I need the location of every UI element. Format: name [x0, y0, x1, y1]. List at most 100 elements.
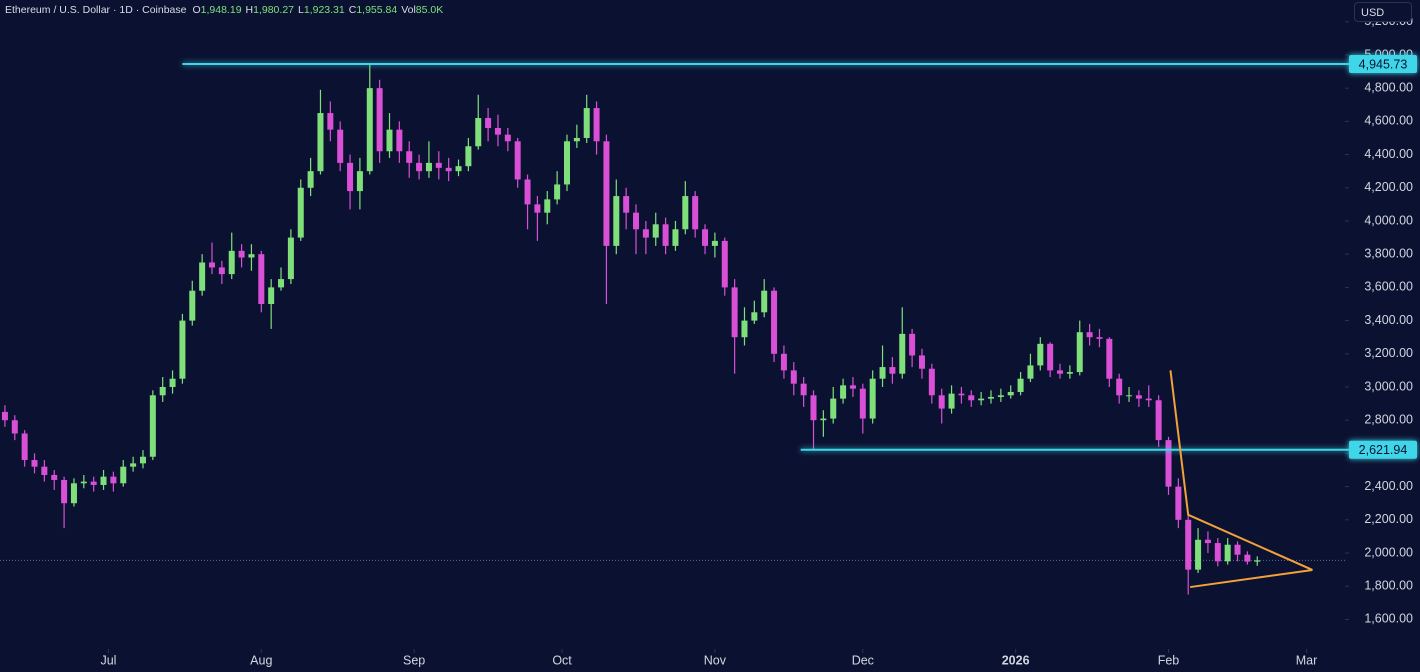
candle-body — [1, 411, 8, 421]
candle-body — [100, 476, 107, 485]
candle-body — [682, 196, 689, 230]
candle-body — [485, 118, 492, 129]
candle-body — [1037, 343, 1044, 366]
candle-body — [938, 395, 945, 409]
candle-body — [563, 141, 570, 185]
currency-button[interactable]: USD — [1354, 2, 1412, 22]
candle-body — [573, 137, 580, 142]
candle-body — [593, 108, 600, 142]
candle-body — [475, 118, 482, 147]
candle-body — [337, 129, 344, 163]
y-tick-label: 4,800.00 — [1364, 80, 1413, 94]
y-tick-label: 2,400.00 — [1364, 479, 1413, 493]
y-tick-label: 3,400.00 — [1364, 313, 1413, 327]
candle-body — [869, 378, 876, 419]
x-tick-label: Dec — [852, 653, 874, 667]
ohlc-label: O — [192, 4, 201, 16]
candle-body — [1126, 395, 1133, 397]
candle-body — [948, 393, 955, 409]
candle-body — [70, 483, 77, 504]
candle-body — [406, 151, 413, 163]
candle-body — [238, 250, 245, 258]
y-tick-label: 1,800.00 — [1364, 579, 1413, 593]
candle-body — [909, 333, 916, 356]
y-tick-label: 3,600.00 — [1364, 280, 1413, 294]
symbol-title: Ethereum / U.S. Dollar · 1D · Coinbase — [5, 4, 187, 16]
ohlc-label: C — [348, 4, 357, 16]
x-tick-label: Nov — [704, 653, 727, 667]
candle-body — [1007, 391, 1014, 396]
candle-body — [978, 398, 985, 401]
candle-body — [1175, 486, 1182, 520]
candle-body — [859, 388, 866, 419]
candle-body — [899, 333, 906, 374]
candle-body — [51, 474, 58, 480]
candle-body — [997, 395, 1004, 397]
candle-body — [524, 179, 531, 205]
candle-body — [800, 383, 807, 396]
y-tick-label: 2,800.00 — [1364, 413, 1413, 427]
candle-body — [416, 162, 423, 172]
candle-body — [307, 171, 314, 188]
candle-body — [130, 463, 137, 467]
candle-body — [1066, 372, 1073, 374]
candle-body — [317, 113, 324, 172]
candle-body — [642, 229, 649, 238]
candle-body — [110, 476, 117, 484]
y-tick-label: 4,400.00 — [1364, 147, 1413, 161]
candle-body — [1204, 539, 1211, 544]
candle-body — [918, 355, 925, 369]
candle-body — [662, 224, 669, 246]
x-tick-label: Aug — [250, 653, 272, 667]
x-tick-label: 2026 — [1002, 653, 1030, 667]
candle-body — [179, 320, 186, 379]
symbol-header: Ethereum / U.S. Dollar · 1D · Coinbase O1… — [5, 4, 447, 16]
candle-body — [209, 262, 216, 268]
candle-body — [988, 396, 995, 399]
candle-body — [633, 212, 640, 230]
y-tick-label: 3,000.00 — [1364, 379, 1413, 393]
candle-body — [218, 267, 225, 275]
candle-body — [721, 240, 728, 288]
candle-body — [928, 368, 935, 396]
candle-body — [1185, 519, 1192, 570]
y-tick-label: 2,200.00 — [1364, 512, 1413, 526]
candle-body — [80, 481, 87, 484]
candle-body — [514, 141, 521, 180]
candle-body — [139, 456, 146, 464]
ohlc-value: 1,923.31 — [303, 4, 345, 16]
candle-body — [820, 418, 827, 421]
candle-body — [534, 204, 541, 213]
ohlc-value: 1,948.19 — [200, 4, 242, 16]
candle-body — [425, 162, 432, 172]
candle-body — [61, 479, 68, 504]
x-tick-label: Jul — [100, 653, 116, 667]
candle-body — [169, 378, 176, 387]
x-tick-label: Sep — [403, 653, 425, 667]
x-tick-label: Feb — [1158, 653, 1180, 667]
candle-body — [583, 108, 590, 138]
candle-body — [149, 395, 156, 457]
candle-body — [1057, 370, 1064, 374]
candle-body — [554, 184, 561, 200]
candle-body — [455, 166, 462, 172]
candle-body — [1106, 338, 1113, 379]
candle-body — [958, 393, 965, 396]
candle-body — [711, 240, 718, 246]
candle-body — [366, 88, 373, 172]
candle-body — [120, 466, 127, 484]
candle-body — [248, 254, 255, 258]
y-tick-label: 4,200.00 — [1364, 180, 1413, 194]
candle-body — [396, 129, 403, 152]
candle-body — [21, 433, 28, 461]
candle-body — [840, 385, 847, 399]
candle-body — [159, 387, 166, 396]
candle-body — [1086, 332, 1093, 338]
y-tick-label: 4,000.00 — [1364, 213, 1413, 227]
candle-body — [228, 250, 235, 275]
level-label-box — [1349, 440, 1417, 459]
candle-body — [1027, 365, 1034, 379]
candle-body — [278, 279, 285, 288]
candle-body — [287, 237, 294, 280]
